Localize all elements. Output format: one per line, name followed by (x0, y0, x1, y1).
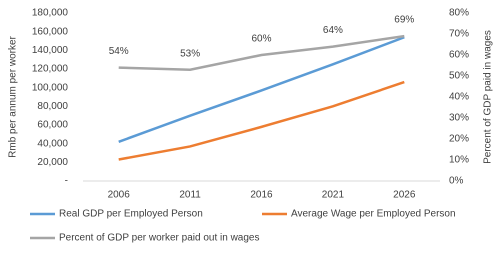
y-tick-label: 80,000 (37, 101, 68, 112)
y-axis-title: Rmb per annum per worker (8, 35, 19, 157)
series-line (118, 36, 405, 143)
y2-tick-label: 80% (449, 8, 469, 19)
data-label: 69% (394, 15, 414, 26)
y2-tick-label: 30% (449, 113, 469, 124)
data-label: 64% (323, 25, 343, 36)
y-tick-label: 40,000 (37, 138, 68, 149)
y-tick-label: - (65, 176, 68, 187)
y2-tick-label: 50% (449, 71, 469, 82)
data-label: 54% (109, 46, 129, 57)
x-tick-label: 2011 (179, 190, 201, 201)
legend-label: Percent of GDP per worker paid out in wa… (59, 233, 259, 244)
y2-tick-label: 10% (449, 155, 469, 166)
y2-tick-label: 0% (449, 176, 464, 187)
x-tick-label: 2026 (393, 190, 416, 201)
y-tick-label: 140,000 (32, 45, 69, 56)
y-tick-label: 180,000 (32, 8, 69, 19)
data-label: 53% (180, 48, 200, 59)
y-tick-label: 60,000 (37, 120, 68, 131)
y-tick-label: 20,000 (37, 157, 68, 168)
y2-axis-title: Percent of GDP paid in wages (483, 30, 494, 164)
series-line (118, 80, 405, 161)
y2-tick-label: 20% (449, 134, 469, 145)
y-tick-label: 100,000 (32, 82, 69, 93)
y2-tick-label: 60% (449, 50, 469, 61)
x-tick-label: 2016 (250, 190, 273, 201)
y2-tick-label: 40% (449, 92, 469, 103)
series-line (118, 34, 405, 71)
y-tick-label: 120,000 (32, 64, 69, 75)
legend-label: Average Wage per Employed Person (291, 209, 456, 220)
x-tick-label: 2006 (108, 190, 131, 201)
legend-label: Real GDP per Employed Person (59, 209, 203, 220)
x-tick-label: 2021 (322, 190, 345, 201)
data-label: 60% (251, 34, 271, 45)
y-tick-label: 160,000 (32, 26, 69, 37)
y2-tick-label: 70% (449, 29, 469, 40)
